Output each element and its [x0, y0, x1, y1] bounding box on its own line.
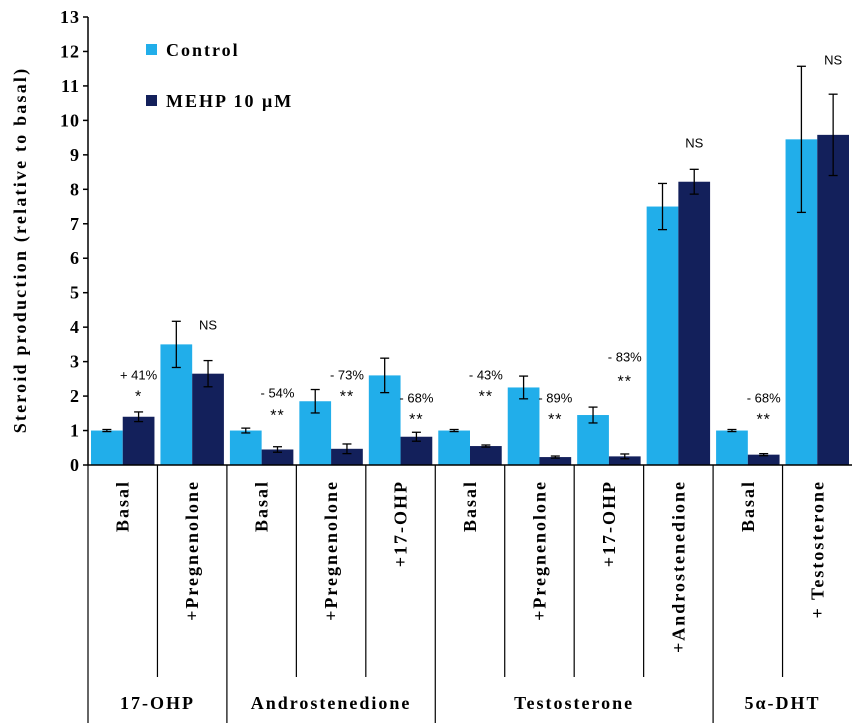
- annotation-7: - 83% **: [608, 350, 642, 391]
- category-label-1: +Pregnenolone: [182, 480, 202, 621]
- error-bar-mehp-5: [481, 445, 490, 447]
- category-label-0: Basal: [113, 480, 133, 532]
- annotation-2: - 54% **: [261, 386, 295, 425]
- significance-label: **: [409, 412, 423, 429]
- annotation-5: - 43% **: [469, 368, 503, 406]
- annotation-0: + 41% *: [120, 368, 158, 406]
- significance-label: **: [618, 374, 632, 391]
- y-tick-label-4: 4: [70, 317, 80, 337]
- group-label-0: 17-OHP: [120, 693, 195, 713]
- y-tick-label-9: 9: [70, 145, 80, 165]
- y-tick-label-5: 5: [70, 283, 80, 303]
- bar-mehp-0: [123, 417, 155, 465]
- category-label-8: +Androstenedione: [668, 480, 688, 653]
- legend-item-control: Control: [146, 40, 240, 60]
- legend-swatch-mehp: [146, 95, 157, 106]
- error-bar-control-9: [727, 430, 736, 432]
- significance-label: **: [340, 389, 354, 406]
- bar-mehp-8: [678, 182, 710, 465]
- significance-label: **: [479, 389, 493, 406]
- percent-change-label: - 68%: [747, 391, 781, 406]
- y-tick-label-1: 1: [70, 421, 80, 441]
- annotation-8: NS: [685, 136, 703, 151]
- y-tick-label-7: 7: [70, 214, 80, 234]
- significance-label: **: [548, 412, 562, 429]
- percent-change-label: - 89%: [538, 391, 572, 406]
- group-label-1: Androstenedione: [251, 693, 412, 713]
- significance-label: NS: [199, 318, 217, 333]
- y-tick-label-2: 2: [70, 386, 80, 406]
- significance-label: NS: [824, 53, 842, 68]
- category-label-7: +17-OHP: [599, 480, 619, 567]
- error-bar-control-0: [102, 430, 111, 432]
- y-tick-label-3: 3: [70, 352, 80, 372]
- percent-change-label: - 73%: [330, 368, 364, 383]
- bar-control-2: [230, 431, 262, 465]
- category-label-9: Basal: [738, 480, 758, 532]
- y-tick-label-10: 10: [60, 110, 80, 130]
- bars: [91, 135, 849, 465]
- significance-label: **: [270, 408, 284, 425]
- category-label-2: Basal: [252, 480, 272, 532]
- category-label-10: + Testosterone: [807, 480, 827, 618]
- category-label-5: Basal: [460, 480, 480, 532]
- y-tick-label-11: 11: [61, 76, 80, 96]
- group-label-3: 5α-DHT: [745, 693, 821, 713]
- annotation-4: - 68% **: [399, 391, 433, 429]
- legend-label-mehp: MEHP 10 μM: [166, 91, 293, 111]
- error-bar-control-5: [450, 430, 459, 432]
- group-label-2: Testosterone: [514, 693, 634, 713]
- percent-change-label: - 43%: [469, 368, 503, 383]
- annotation-3: - 73% **: [330, 368, 364, 406]
- bar-mehp-5: [470, 446, 502, 465]
- percent-change-label: - 68%: [399, 391, 433, 406]
- significance-label: NS: [685, 136, 703, 151]
- category-label-4: +17-OHP: [391, 480, 411, 567]
- y-tick-label-6: 6: [70, 248, 80, 268]
- category-label-3: +Pregnenolone: [321, 480, 341, 621]
- y-tick-label-12: 12: [60, 41, 80, 61]
- significance-label: **: [756, 412, 770, 429]
- legend-label-control: Control: [166, 40, 240, 60]
- annotation-6: - 89% **: [538, 391, 572, 429]
- bar-mehp-10: [817, 135, 849, 465]
- bar-control-0: [91, 431, 123, 465]
- legend-swatch-control: [146, 44, 157, 55]
- annotation-1: NS: [199, 318, 217, 333]
- y-axis-title: Steroid production (relative to basal): [10, 67, 31, 434]
- bar-control-8: [647, 207, 679, 465]
- annotation-9: - 68% **: [747, 391, 781, 429]
- y-tick-label-8: 8: [70, 179, 80, 199]
- percent-change-label: + 41%: [120, 368, 158, 383]
- bar-control-5: [438, 431, 470, 465]
- y-tick-label-0: 0: [70, 455, 80, 475]
- percent-change-label: - 83%: [608, 350, 642, 365]
- annotation-10: NS: [824, 53, 842, 68]
- significance-label: *: [135, 389, 142, 406]
- percent-change-label: - 54%: [261, 386, 295, 401]
- legend-item-mehp: MEHP 10 μM: [146, 91, 293, 111]
- bar-control-9: [716, 431, 748, 465]
- y-tick-label-13: 13: [60, 7, 80, 27]
- category-label-6: +Pregnenolone: [529, 480, 549, 621]
